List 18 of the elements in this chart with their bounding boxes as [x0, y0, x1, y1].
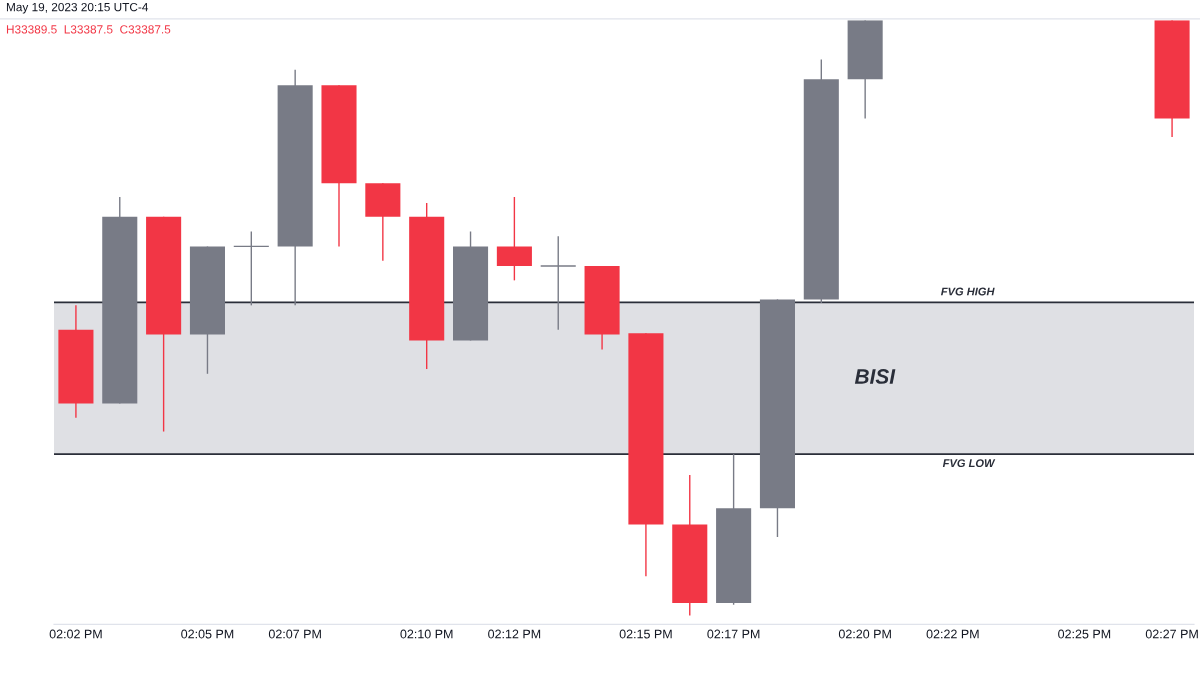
candlestick: [539, 235, 577, 331]
x-tick-label: 02:20 PM: [838, 629, 891, 639]
x-tick-label: 02:25 PM: [1058, 629, 1111, 639]
band-label: BISI: [854, 369, 896, 384]
ref-line-label: FVG HIGH: [940, 287, 995, 296]
annotation: H33389.5 L33387.5 C33387.5: [6, 25, 171, 34]
x-tick-label: 02:02 PM: [49, 629, 102, 639]
x-tick-label: 02:17 PM: [707, 629, 760, 639]
ref-line-label: FVG LOW: [942, 459, 996, 468]
candlestick: [233, 230, 270, 307]
x-tick-label: 02:05 PM: [181, 629, 234, 639]
x-tick-label: 02:15 PM: [619, 629, 672, 639]
x-tick-label: 02:12 PM: [488, 629, 541, 639]
x-tick-label: 02:27 PM: [1145, 629, 1198, 639]
x-tick-label: 02:10 PM: [400, 629, 453, 639]
x-tick-label: 02:22 PM: [926, 629, 979, 639]
text: May 19, 2023 20:15 UTC-4: [6, 2, 149, 14]
x-tick-label: 02:07 PM: [268, 629, 321, 639]
